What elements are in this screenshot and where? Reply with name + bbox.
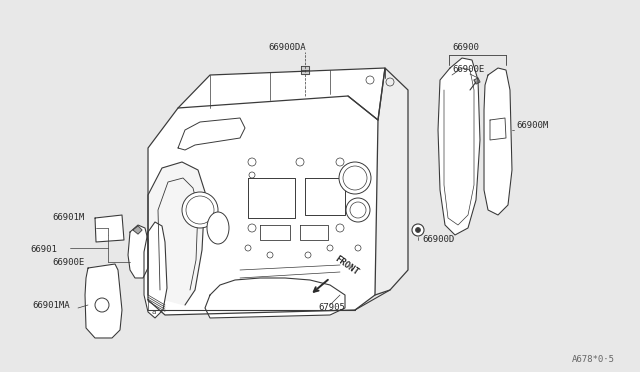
Text: 67905: 67905 xyxy=(318,303,345,312)
Circle shape xyxy=(95,298,109,312)
Polygon shape xyxy=(300,225,328,240)
Circle shape xyxy=(415,228,420,232)
Polygon shape xyxy=(490,118,506,140)
Polygon shape xyxy=(474,78,480,84)
Circle shape xyxy=(346,198,370,222)
Text: 66900: 66900 xyxy=(452,43,479,52)
Polygon shape xyxy=(375,68,408,295)
Ellipse shape xyxy=(207,212,229,244)
Text: 66900E: 66900E xyxy=(452,65,484,74)
Polygon shape xyxy=(128,225,148,278)
Polygon shape xyxy=(148,96,378,315)
Circle shape xyxy=(412,224,424,236)
Polygon shape xyxy=(133,226,142,234)
Polygon shape xyxy=(305,178,345,215)
Text: 66900M: 66900M xyxy=(516,121,548,130)
Polygon shape xyxy=(260,225,290,240)
Polygon shape xyxy=(248,178,295,218)
Text: a: a xyxy=(151,309,156,315)
Polygon shape xyxy=(205,278,345,318)
Circle shape xyxy=(182,192,218,228)
Text: 66901M: 66901M xyxy=(52,213,84,222)
Text: 66901MA: 66901MA xyxy=(32,301,70,310)
Polygon shape xyxy=(85,264,122,338)
Text: 66900DA: 66900DA xyxy=(268,43,306,52)
Text: 66900E: 66900E xyxy=(52,258,84,267)
Polygon shape xyxy=(95,215,124,242)
Polygon shape xyxy=(178,118,245,150)
Text: FRONT: FRONT xyxy=(333,254,360,277)
Polygon shape xyxy=(148,162,205,305)
Text: 66900D: 66900D xyxy=(422,235,454,244)
Polygon shape xyxy=(144,222,167,318)
Polygon shape xyxy=(438,58,480,235)
Polygon shape xyxy=(484,68,512,215)
Polygon shape xyxy=(178,68,385,120)
Text: 66901: 66901 xyxy=(30,245,57,254)
Circle shape xyxy=(339,162,371,194)
Text: A678*0·5: A678*0·5 xyxy=(572,355,615,364)
Polygon shape xyxy=(301,66,309,74)
